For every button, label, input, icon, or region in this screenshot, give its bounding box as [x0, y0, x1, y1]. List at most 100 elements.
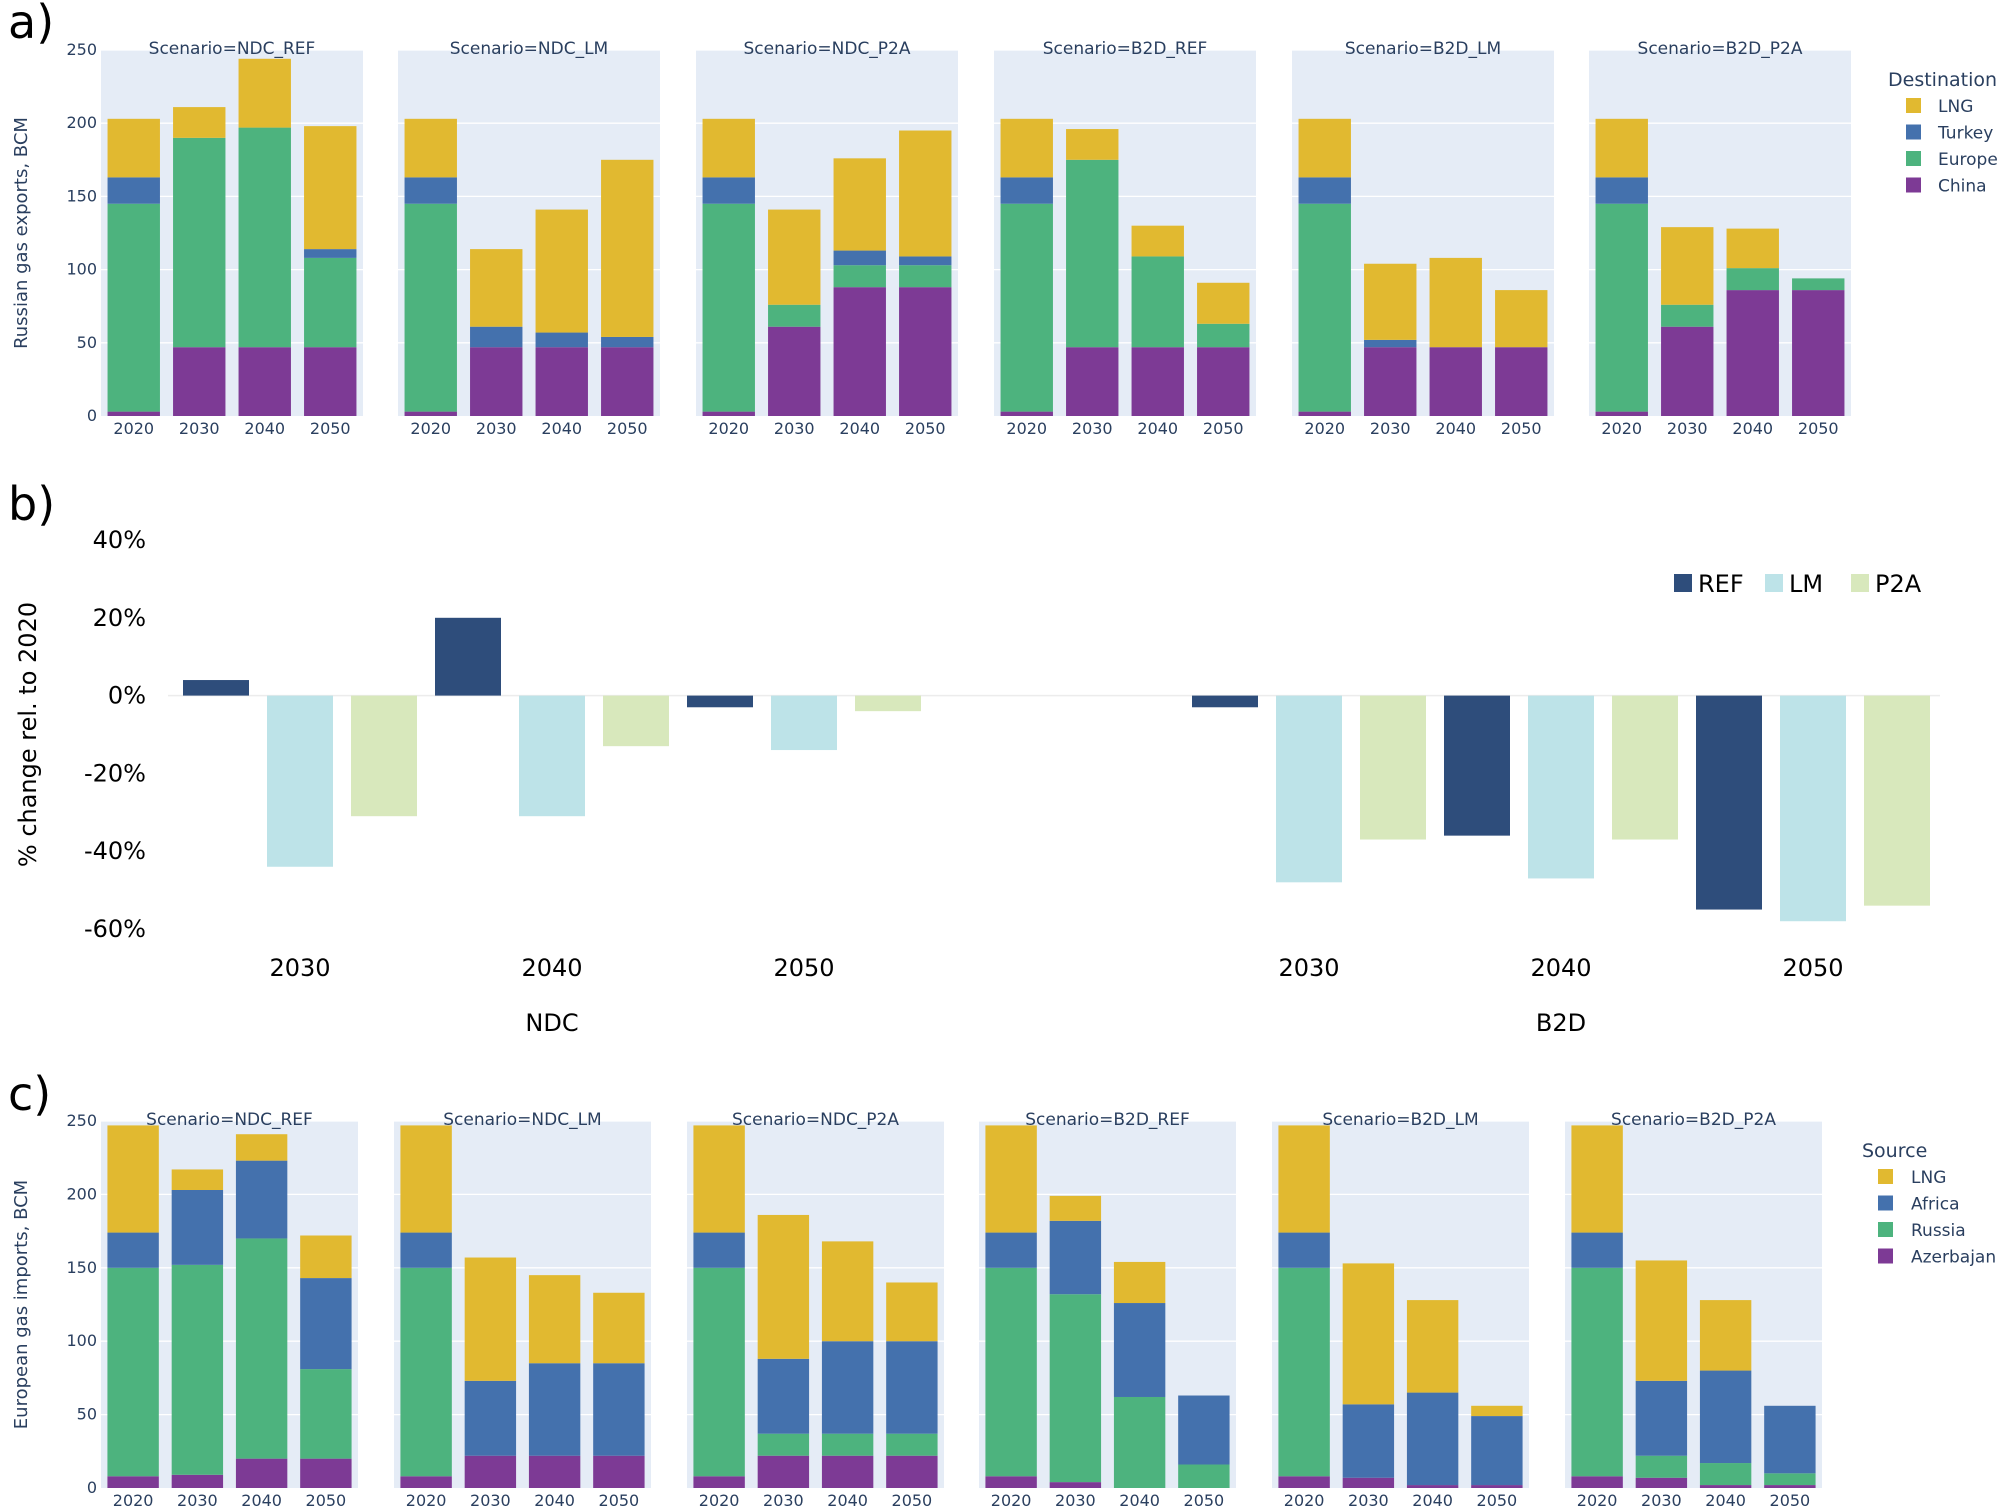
panel-a-x-tick-label: 2040 [244, 419, 285, 438]
panel-c-legend: Source LNG Africa Russia Azerbajan [1862, 1140, 1996, 1268]
panel-c-x-tick-label: 2020 [406, 1491, 447, 1506]
panel-c-bar-azerbajan-2020 [985, 1476, 1037, 1488]
panel-a-bar-china-2040 [833, 287, 886, 416]
panel-b-legend: REF LM P2A [1674, 570, 1922, 598]
panel-a-x-tick-label: 2020 [113, 419, 154, 438]
panel-c-bar-africa-2040 [1699, 1370, 1752, 1464]
panel-b-bar-b2d-2050-lm [1780, 695, 1846, 922]
panel-b-chart: % change rel. to 2020 40% 20% 0% -20% -40% -60… [14, 526, 1940, 1037]
panel-c-x-tick-label: 2040 [1705, 1491, 1746, 1506]
panel-c-legend-label-russia: Russia [1911, 1221, 1966, 1241]
panel-c-legend-swatch-russia [1878, 1222, 1893, 1237]
panel-a-x-tick-label: 2020 [1601, 419, 1642, 438]
panel-c-bar-azerbajan-2030 [1049, 1482, 1102, 1488]
panel-label-c: c) [8, 1067, 51, 1121]
panel-a-bar-lng-2030 [1066, 129, 1119, 160]
panel-c-bar-azerbajan-2030 [757, 1455, 810, 1488]
panel-c-bar-lng-2030 [464, 1257, 517, 1381]
panel-a-facet-title: Scenario=B2D_LM [1345, 39, 1501, 59]
panel-c-bar-lng-2040 [235, 1134, 288, 1161]
panel-a-x-tick-label: 2050 [310, 419, 351, 438]
panel-a-legend-title: Destination [1888, 69, 1997, 91]
panel-a-bar-china-2030 [470, 347, 523, 416]
panel-c-bar-azerbajan-2050 [886, 1455, 938, 1488]
panel-a-x-tick-label: 2020 [410, 419, 451, 438]
panel-a-bar-china-2020 [1595, 411, 1648, 416]
panel-a-bar-china-2050 [1197, 347, 1250, 416]
panel-b-bar-ndc-2050-ref [687, 695, 753, 708]
panel-c-bar-lng-2040 [821, 1241, 874, 1342]
panel-a-facet-title: Scenario=NDC_REF [149, 39, 316, 59]
panel-a-facet-title: Scenario=B2D_P2A [1638, 39, 1803, 59]
panel-c-bar-azerbajan-2040 [1699, 1485, 1752, 1488]
panel-a-bar-europe-2030 [173, 137, 226, 348]
panel-a-x-tick-label: 2020 [1006, 419, 1047, 438]
panel-a-x-tick-label: 2050 [607, 419, 648, 438]
panel-a-bar-china-2020 [404, 411, 457, 416]
panel-a-facet-scenario-b2d-ref: Scenario=B2D_REF 2020 2030 2040 2050 [994, 39, 1256, 438]
panel-b-year-label: 2040 [521, 954, 582, 982]
panel-a-legend-swatch-china [1906, 177, 1921, 193]
panel-c-bar-russia-2040 [821, 1433, 874, 1456]
panel-a-bar-turkey-2050 [601, 336, 654, 348]
panel-a-bar-china-2050 [304, 347, 357, 416]
panel-c-bar-russia-2020 [985, 1267, 1037, 1477]
panel-b-year-label: 2050 [1782, 954, 1843, 982]
panel-c-legend-swatch-africa [1878, 1195, 1893, 1211]
panel-a-x-tick-label: 2040 [839, 419, 880, 438]
panel-c-facet-scenario-b2d-p2a: Scenario=B2D_P2A 2020 2030 2040 2050 [1565, 1110, 1822, 1506]
panel-c-bar-lng-2050 [593, 1292, 645, 1364]
panel-a-x-tick-label: 2040 [1732, 419, 1773, 438]
panel-c-bar-lng-2040 [1406, 1300, 1459, 1393]
panel-c-legend-label-lng: LNG [1911, 1168, 1946, 1188]
panel-c-bar-africa-2020 [1278, 1232, 1330, 1268]
panel-a-bar-europe-2040 [1726, 268, 1779, 291]
panel-a-bar-china-2040 [1726, 290, 1779, 416]
panel-c-bar-russia-2050 [300, 1369, 352, 1459]
panel-c-bar-lng-2030 [1342, 1263, 1395, 1405]
panel-a-bar-europe-2030 [768, 304, 821, 327]
panel-a-x-tick-label: 2030 [1667, 419, 1708, 438]
panel-c-bar-lng-2040 [528, 1275, 581, 1364]
panel-c-bar-azerbajan-2020 [1278, 1476, 1330, 1488]
panel-a-bar-lng-2050 [1495, 290, 1548, 348]
panel-c-bar-russia-2040 [235, 1238, 288, 1459]
panel-c-y-tick-label: 0 [87, 1478, 97, 1497]
panel-a-bar-lng-2040 [1131, 225, 1184, 257]
panel-b-legend-swatch-ref [1674, 574, 1692, 592]
panel-a-bar-europe-2050 [1197, 323, 1250, 348]
panel-a-facet-scenario-ndc-ref: Scenario=NDC_REF 2020 2030 2040 2050 [101, 39, 363, 438]
panel-c-x-tick-label: 2040 [241, 1491, 282, 1506]
panel-c-chart: European gas imports, BCM 0 50 100 150 200 250… [11, 1110, 1996, 1506]
panel-label-b: b) [8, 477, 55, 531]
panel-c-bar-russia-2050 [1178, 1464, 1230, 1488]
panel-b-bar-b2d-2050-p2a [1864, 695, 1930, 906]
panel-a-bar-lng-2040 [1429, 257, 1482, 348]
panel-c-bar-azerbajan-2020 [400, 1476, 452, 1488]
panel-c-bar-russia-2040 [1113, 1396, 1166, 1488]
panel-c-bar-africa-2050 [1764, 1405, 1816, 1474]
panel-a-bar-lng-2040 [238, 58, 291, 128]
panel-a-legend-label-turkey: Turkey [1937, 124, 1993, 144]
panel-c-bar-lng-2040 [1113, 1261, 1166, 1304]
panel-c-bar-russia-2030 [757, 1433, 810, 1456]
panel-a-bar-china-2050 [899, 287, 952, 416]
panel-c-x-tick-label: 2020 [699, 1491, 740, 1506]
panel-a-x-tick-label: 2020 [1304, 419, 1345, 438]
panel-c-bar-lng-2020 [400, 1125, 452, 1233]
panel-b-bar-ndc-2040-ref [435, 617, 501, 696]
panel-a-bar-china-2030 [1066, 347, 1119, 416]
panel-c-x-tick-label: 2050 [306, 1491, 347, 1506]
panel-a-bar-lng-2040 [535, 209, 588, 333]
panel-c-facet-scenario-b2d-ref: Scenario=B2D_REF 2020 2030 2040 2050 [979, 1110, 1236, 1506]
panel-b-bar-b2d-2030-p2a [1360, 695, 1426, 840]
panel-c-bar-lng-2020 [1571, 1125, 1623, 1233]
panel-a-bar-turkey-2050 [304, 249, 357, 258]
panel-c-bar-azerbajan-2020 [1571, 1476, 1623, 1488]
panel-c-bar-africa-2030 [757, 1358, 810, 1434]
panel-c-bar-russia-2040 [1699, 1463, 1752, 1486]
panel-c-bar-africa-2020 [985, 1232, 1037, 1268]
panel-b-legend-label-lm: LM [1789, 570, 1823, 598]
panel-a-bar-lng-2020 [1000, 118, 1053, 178]
